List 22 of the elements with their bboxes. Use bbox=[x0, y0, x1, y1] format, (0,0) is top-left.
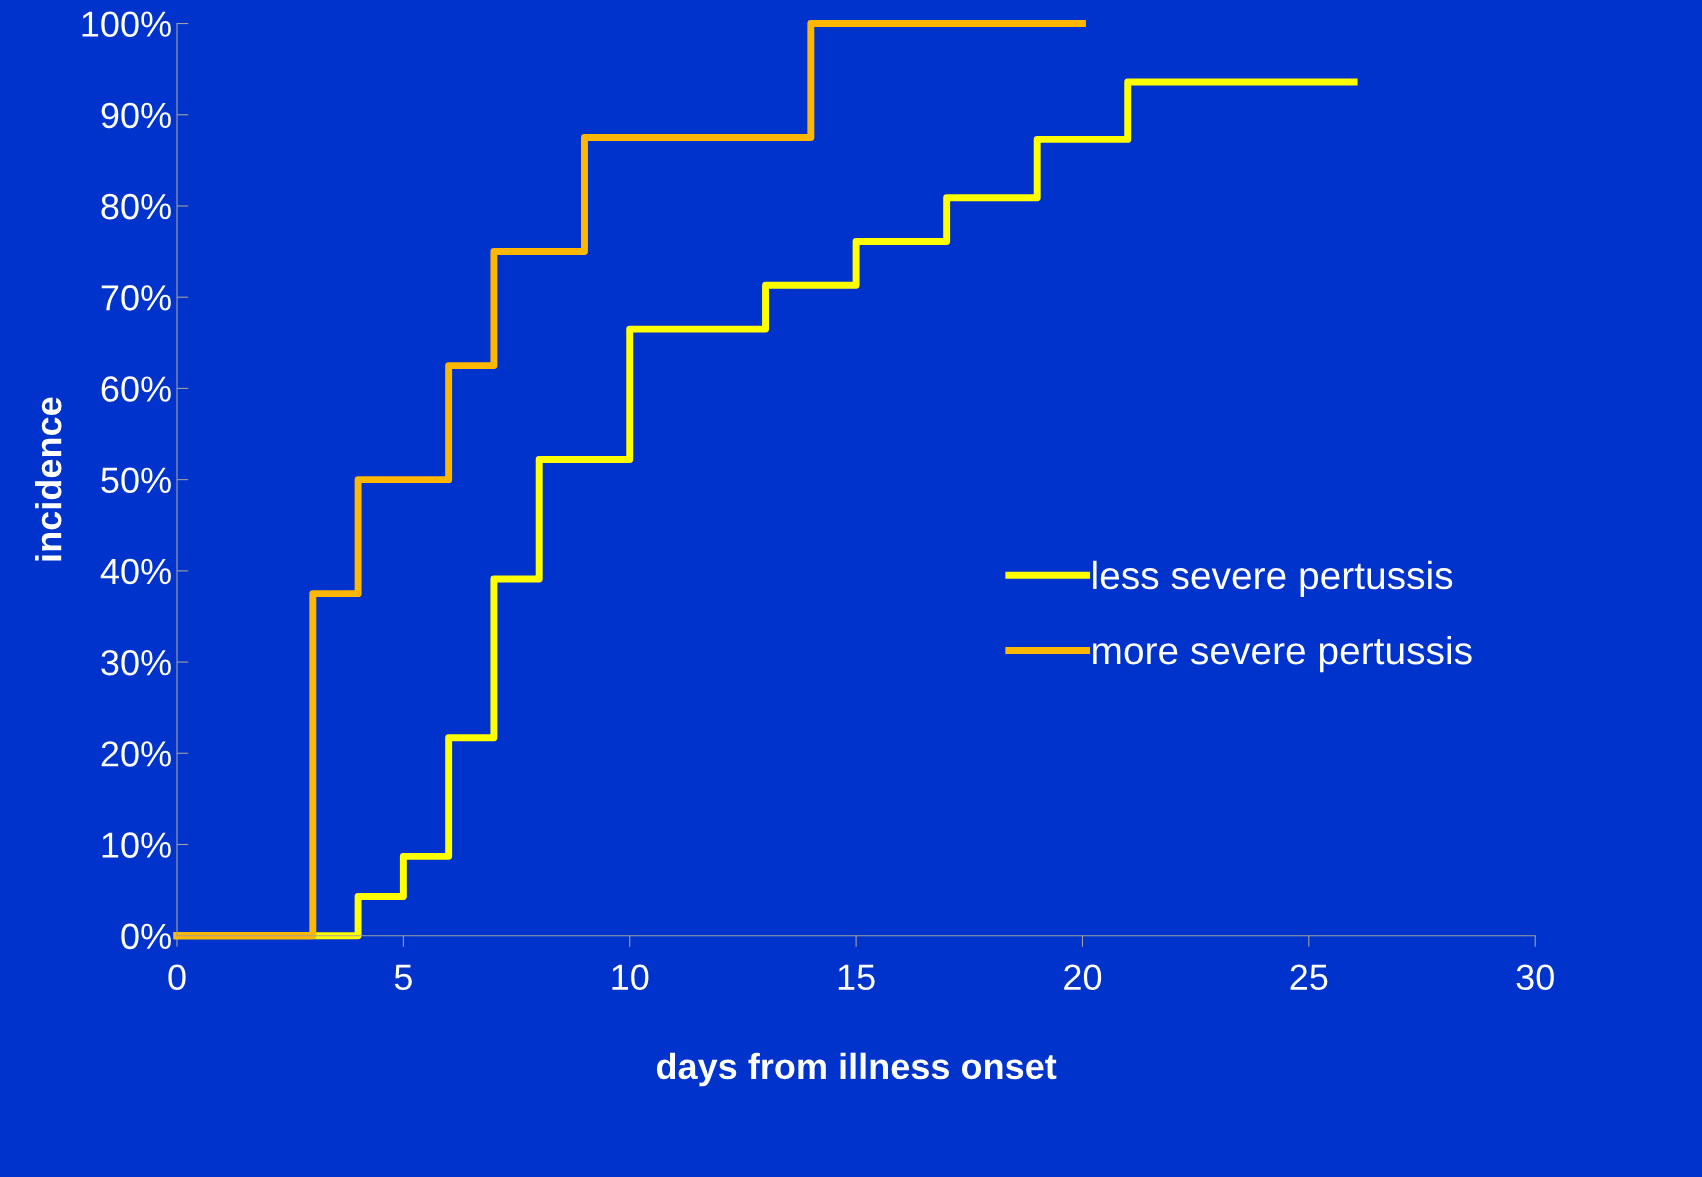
y-tick-label: 100% bbox=[82, 11, 171, 37]
y-tick-label: 30% bbox=[101, 649, 171, 676]
x-tick-label: 25 bbox=[1290, 964, 1328, 991]
y-tick-label: 70% bbox=[101, 285, 171, 311]
y-tick-label: 10% bbox=[102, 832, 171, 858]
legend-label: more severe pertussis bbox=[1093, 635, 1472, 673]
x-tick-label: 15 bbox=[838, 964, 875, 991]
y-tick-label: 90% bbox=[101, 102, 171, 129]
x-tick-label: 30 bbox=[1516, 964, 1554, 991]
x-tick-label: 5 bbox=[394, 964, 412, 991]
y-axis-title: incidence bbox=[35, 397, 62, 561]
y-tick-label: 80% bbox=[101, 193, 171, 220]
y-tick-label: 20% bbox=[101, 741, 171, 767]
y-tick-label: 50% bbox=[101, 467, 171, 494]
y-tick-label: 0% bbox=[121, 923, 171, 950]
x-tick-label: 0 bbox=[168, 964, 186, 991]
y-tick-label: 60% bbox=[101, 376, 171, 402]
y-tick-label: 40% bbox=[100, 558, 171, 585]
x-tick-label: 20 bbox=[1064, 964, 1102, 991]
x-tick-label: 10 bbox=[612, 964, 649, 991]
x-axis-title: days from illness onset bbox=[656, 1052, 1057, 1087]
legend-label: less severe pertussis bbox=[1093, 560, 1453, 598]
